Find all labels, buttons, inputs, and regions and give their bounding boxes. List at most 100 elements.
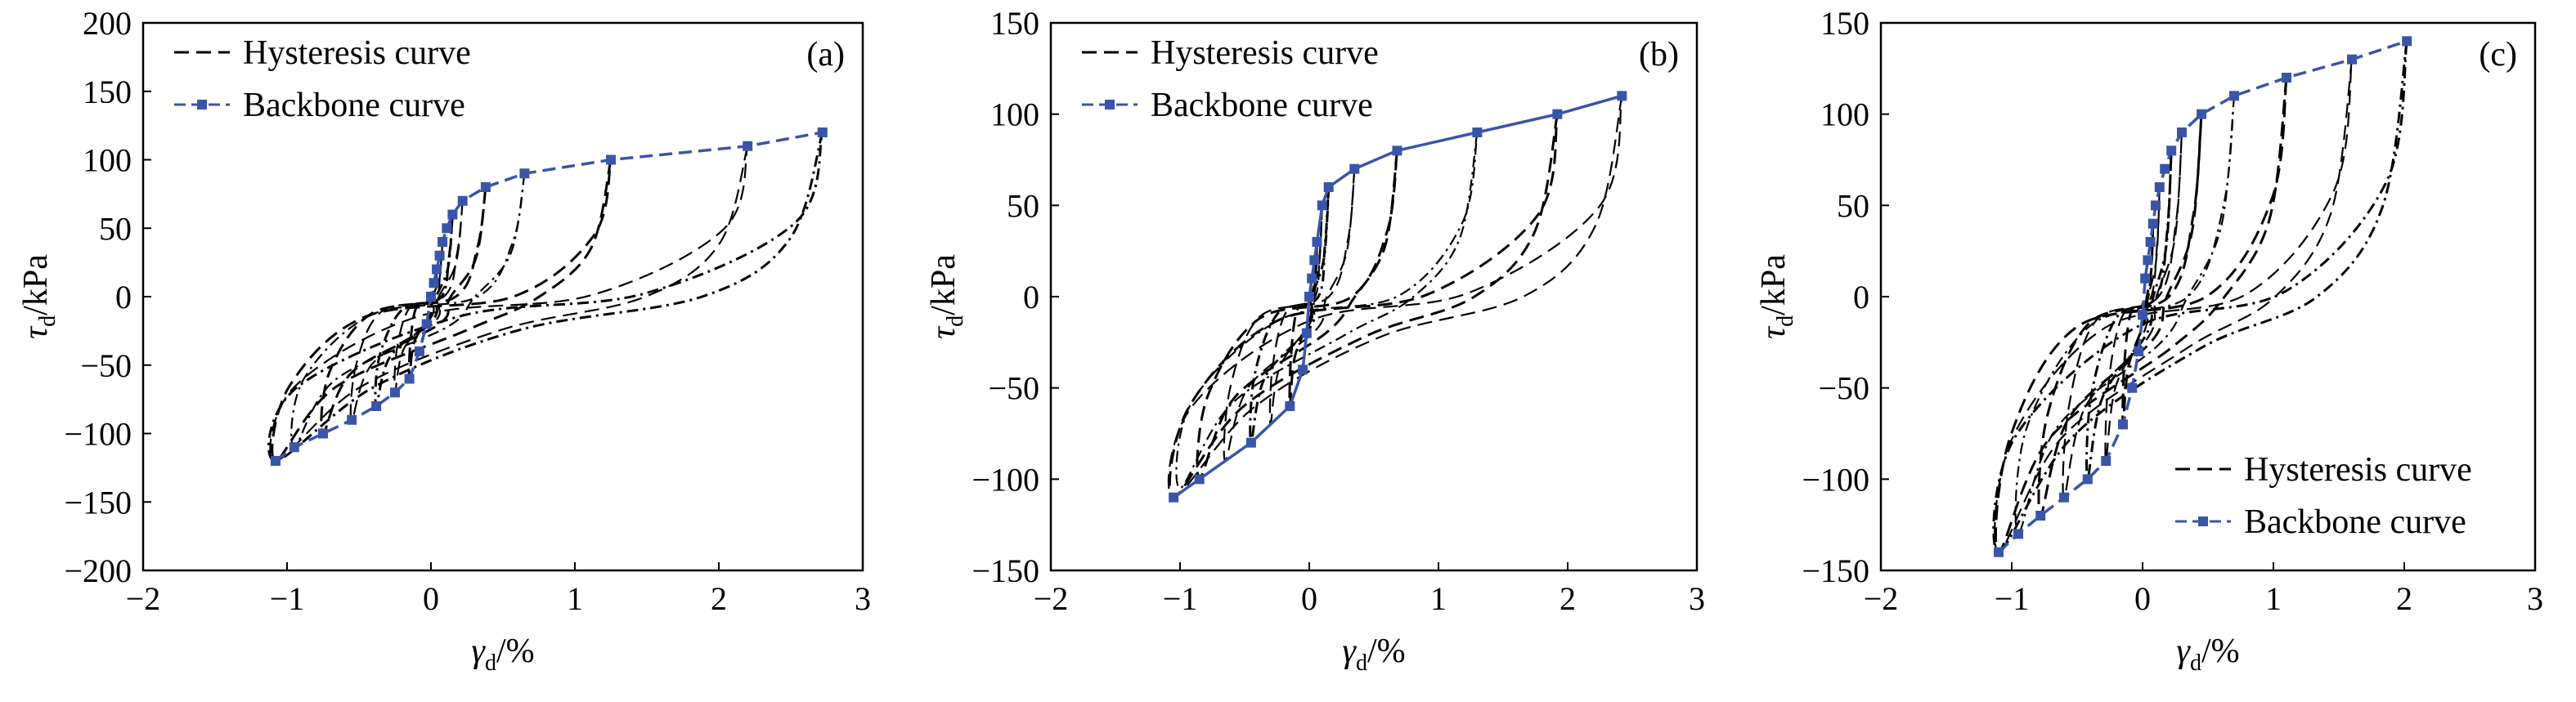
backbone-point [2082,474,2093,485]
backbone-point [2138,310,2147,320]
y-tick-label: 150 [1820,5,1869,42]
backbone-point [2059,492,2069,503]
backbone-point [2229,91,2239,101]
hysteresis-loop [349,200,464,421]
backbone-point [347,414,357,425]
backbone-point [1312,237,1322,247]
hysteresis-loop [2014,96,2236,535]
y-axis-title: τd/kPa [17,254,61,339]
y-tick-label: 0 [115,279,132,315]
backbone-point [404,373,415,384]
legend-hysteresis-label: Hysteresis curve [1151,34,1379,72]
curves-group [1167,94,1623,499]
x-axis-title: γd/% [1342,633,1405,676]
backbone-point [1617,91,1627,101]
y-tick-label: 50 [1007,187,1039,224]
y-tick-label: −100 [972,461,1039,498]
hysteresis-loop [1175,132,1479,490]
backbone-point [429,278,439,288]
y-axis-title: τd/kPa [925,254,968,339]
x-tick-label: −1 [270,580,305,617]
backbone-point [743,141,753,151]
hysteresis-loop [1168,114,1559,499]
backbone-point [1307,273,1317,284]
backbone-point [2197,109,2206,119]
curves-group [267,131,824,463]
backbone-point [318,428,328,439]
backbone-point [1169,492,1179,503]
legend-hysteresis-label: Hysteresis curve [2244,451,2472,489]
y-tick-label: 0 [1853,279,1869,315]
y-tick-label: 100 [990,96,1039,133]
y-tick-label: 200 [83,5,132,42]
y-tick-label: 100 [83,142,132,179]
backbone-point [1317,200,1327,211]
backbone-point [390,387,400,398]
y-tick-label: −200 [64,552,132,589]
panel-label: (a) [806,36,845,74]
y-axis-title: τd/kPa [1755,254,1798,339]
backbone-point [2282,73,2291,83]
legend-backbone-label: Backbone curve [2244,503,2466,541]
backbone-point [2127,382,2138,393]
backbone-point [2347,54,2357,65]
y-tick-label: 50 [1837,187,1869,224]
hysteresis-loop [2104,186,2161,463]
x-tick-label: 2 [711,580,727,617]
legend: Hysteresis curve Backbone curve [1082,34,1379,124]
y-tick-label: 0 [1023,279,1039,315]
backbone-point [1349,163,1360,174]
panel-c: −2 −1 0 1 2 3 −150 −100 −50 0 50 100 150 γd/% τd/kPa (c… [1755,5,2543,676]
x-tick-label: 3 [2527,580,2543,617]
backbone-point [1194,474,1205,485]
y-tick-label: −100 [1802,461,1869,498]
backbone-point [606,154,616,165]
backbone-point [519,168,530,179]
legend-backbone-marker [1105,100,1115,110]
backbone-point [426,292,436,302]
x-tick-label: 3 [855,580,871,617]
x-tick-label: −1 [1163,580,1198,617]
backbone-point [2140,273,2151,284]
hysteresis-loop [271,159,613,463]
legend: Hysteresis curve Backbone curve [174,34,471,124]
backbone-point [1285,401,1295,411]
y-tick-label: −150 [972,552,1039,589]
backbone-point [1392,145,1402,156]
x-tick-label: −2 [1864,580,1899,617]
backbone-point [438,237,448,247]
backbone-point [1552,109,1563,119]
hysteresis-loop [1992,41,2408,554]
backbone-point [2035,511,2046,521]
backbone-point [1304,292,1314,302]
backbone-point [1323,182,1334,192]
panel-b: −2 −1 0 1 2 3 −150 −100 −50 0 50 100 150 γd/% τd/kPa (b… [925,5,1705,676]
panel-a: −2 −1 0 1 2 3 −200 −150 −100 −50 0 50 100 150 200 γd/% τ… [17,5,871,676]
hysteresis-loop [267,132,824,463]
backbone-line [274,131,824,463]
backbone-point [434,250,445,261]
backbone-point [1309,255,1320,266]
y-tick-label: 150 [990,5,1039,42]
x-tick-label: 1 [567,580,583,617]
legend-backbone-marker [197,100,207,110]
backbone-point [1245,437,1256,448]
backbone-point [1994,547,2004,557]
x-tick-label: −2 [126,580,161,617]
x-tick-label: −2 [1034,580,1069,617]
legend-backbone-marker [2198,516,2208,526]
backbone-point [1301,328,1312,338]
y-tick-label: 50 [99,210,132,247]
y-tick-label: −50 [988,370,1039,407]
backbone-point [2166,145,2177,156]
legend-hysteresis-label: Hysteresis curve [243,34,471,72]
backbone-point [2160,163,2170,174]
legend-backbone-label: Backbone curve [1151,87,1373,124]
backbone-point [289,442,299,453]
backbone-point [414,347,424,356]
backbone-point [1472,127,1483,137]
backbone-point [2101,456,2112,466]
backbone-point [2147,218,2158,229]
hysteresis-loop [2085,150,2173,481]
